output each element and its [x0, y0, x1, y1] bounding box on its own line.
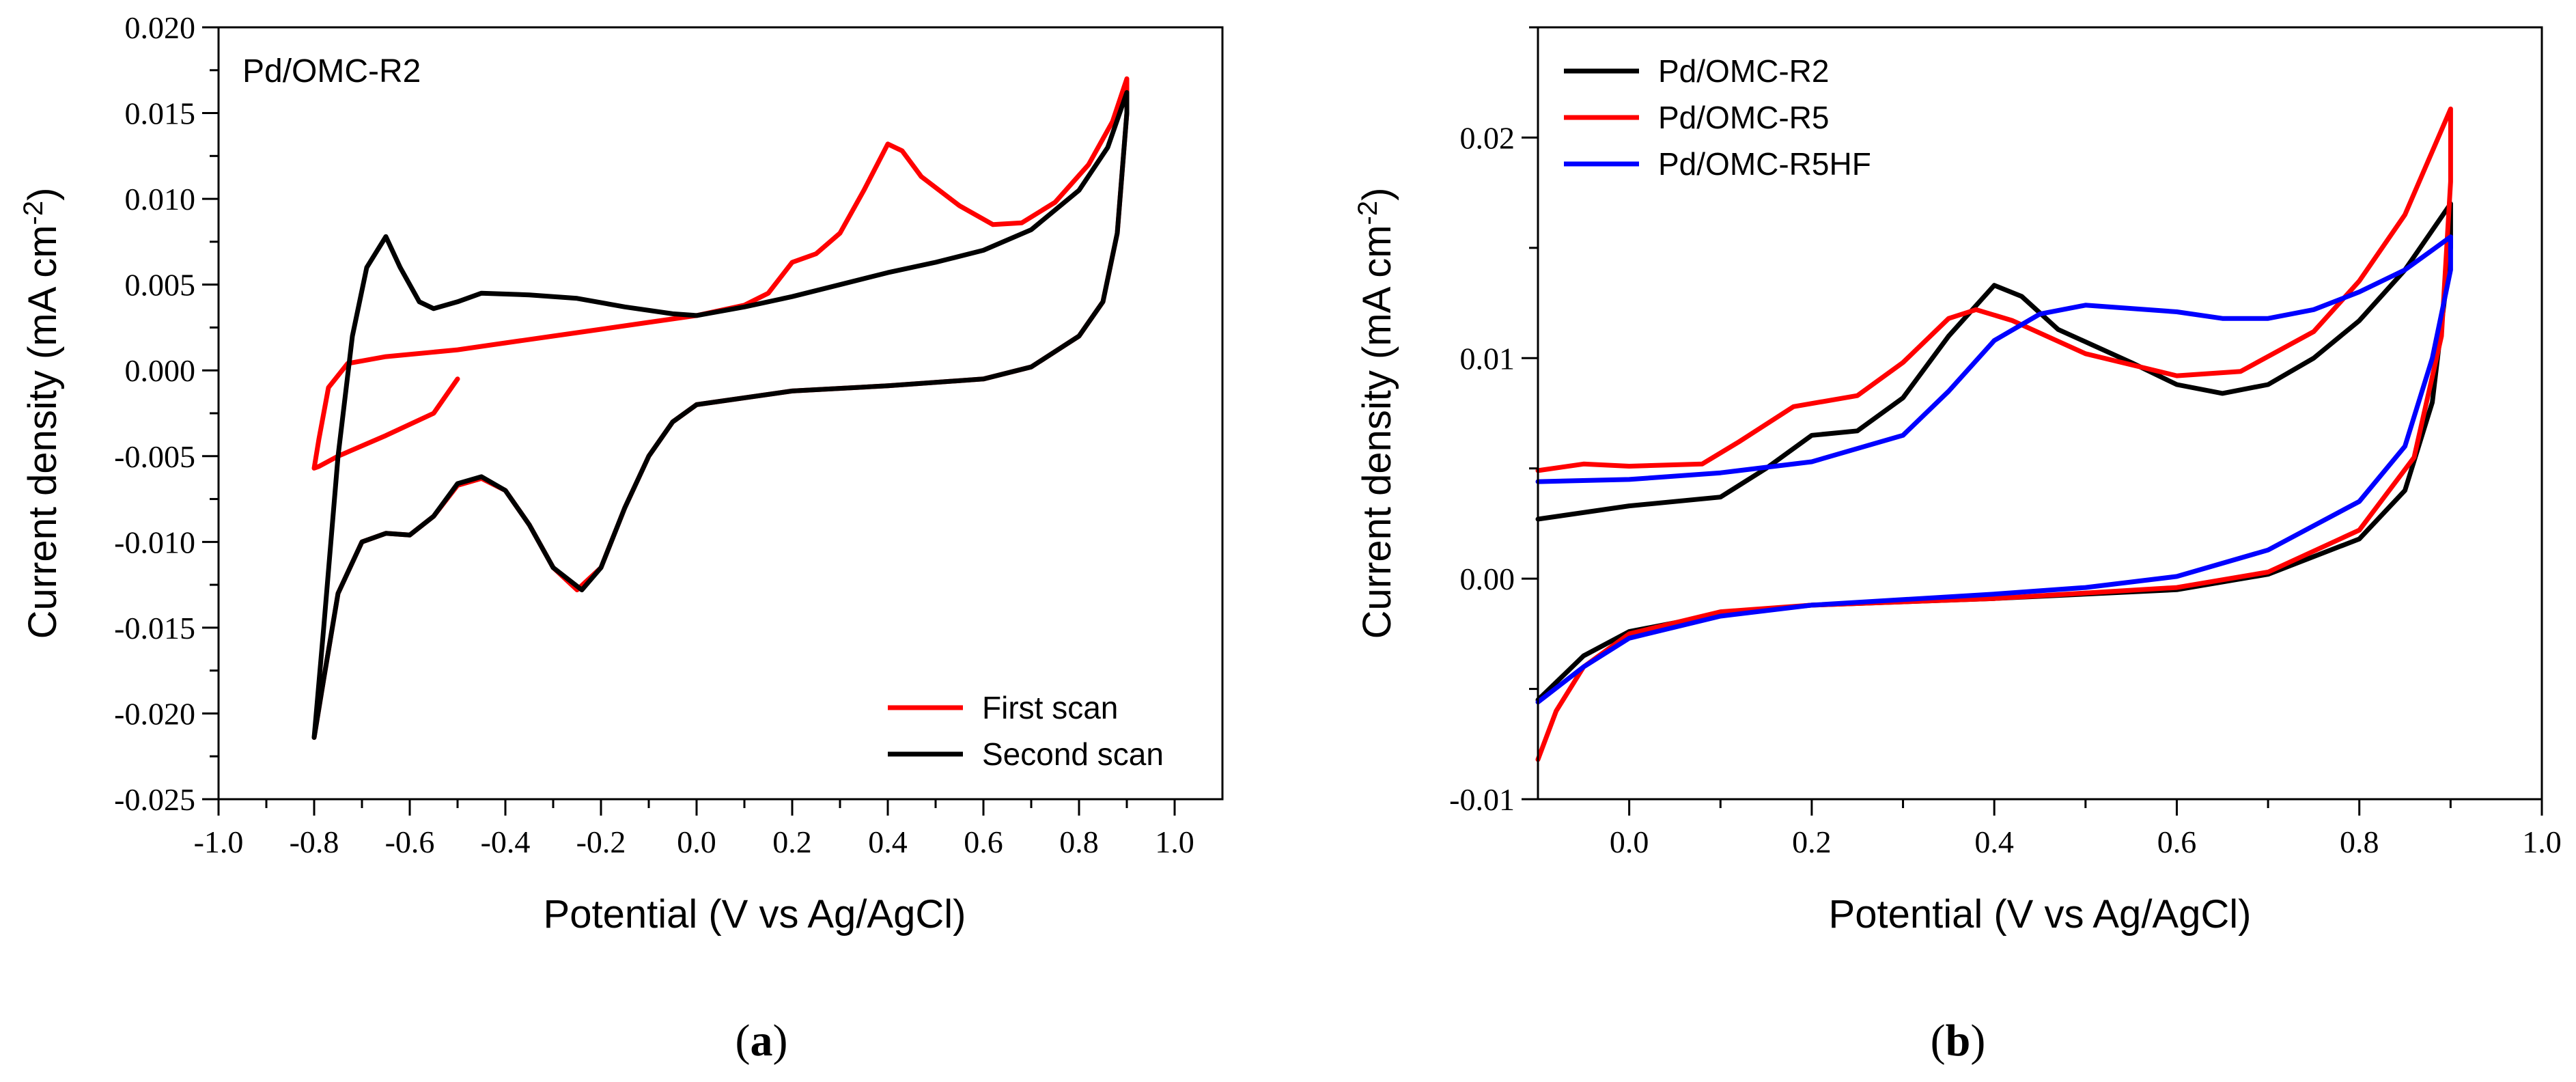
series-line-pd-omc-r5hf: [1535, 234, 2453, 705]
y-tick-label: -0.025: [114, 782, 195, 817]
x-tick-label: -0.6: [385, 824, 435, 859]
y-tick-label: 0.00: [1460, 561, 1515, 596]
y-axis-title: Current density (mA cm-2): [1353, 188, 1399, 639]
y-tick-label: -0.01: [1449, 782, 1515, 817]
x-tick-label: 0.6: [2157, 824, 2197, 859]
x-tick-label: -0.2: [576, 824, 626, 859]
legend-label-pd-omc-r2: Pd/OMC-R2: [1658, 53, 1829, 89]
y-axis-title: Current density (mA cm-2): [18, 188, 65, 639]
x-tick-label: 0.2: [1792, 824, 1832, 859]
y-tick-label: -0.020: [114, 696, 195, 731]
y-tick-label: 0.015: [125, 96, 196, 131]
series-line-second-scan: [311, 89, 1130, 740]
panel-label-b: (b): [1931, 1016, 1986, 1066]
y-tick-label: 0.005: [125, 268, 196, 303]
x-tick-label: 0.0: [1610, 824, 1649, 859]
chart-panel-a: -0.025 -0.020 -0.015 -0.010 -0.005 0.000 0.005…: [18, 10, 1224, 1066]
x-tick-label: -1.0: [194, 824, 244, 859]
y-tick-label: -0.010: [114, 525, 195, 559]
legend-label-first-scan: First scan: [982, 690, 1118, 725]
y-tick-label: 0.000: [125, 353, 196, 388]
sample-annotation: Pd/OMC-R2: [242, 53, 421, 89]
legend-label-second-scan: Second scan: [982, 736, 1164, 772]
legend-label-pd-omc-r5hf: Pd/OMC-R5HF: [1658, 146, 1871, 182]
x-tick-label: 0.8: [1059, 824, 1099, 859]
plot-frame: [217, 26, 1224, 801]
x-tick-label: 0.2: [772, 824, 812, 859]
x-tick-label: 0.8: [2340, 824, 2379, 859]
x-tick-label: 1.0: [2522, 824, 2562, 859]
x-axis-title: Potential (V vs Ag/AgCl): [544, 892, 966, 937]
legend-label-pd-omc-r5: Pd/OMC-R5: [1658, 100, 1829, 135]
legend: Pd/OMC-R2 Pd/OMC-R5 Pd/OMC-R5HF: [1564, 53, 1871, 182]
chart-panel-b: -0.01 0.00 0.01 0.02 0.0 0.2 0.4 0.6 0.8 1.0 Pd/…: [1353, 26, 2562, 1066]
x-axis-title: Potential (V vs Ag/AgCl): [1829, 892, 2252, 937]
x-tick-label: -0.8: [290, 824, 339, 859]
x-tick-label: 1.0: [1155, 824, 1194, 859]
y-tick-label: -0.015: [114, 611, 195, 646]
legend: First scan Second scan: [888, 690, 1164, 772]
panel-label-a: (a): [736, 1016, 788, 1066]
x-tick-label: 0.4: [1974, 824, 2014, 859]
x-tick-label: 0.4: [868, 824, 908, 859]
y-tick-label: -0.005: [114, 439, 195, 474]
y-tick-label: 0.010: [125, 182, 196, 217]
x-tick-label: 0.6: [964, 824, 1003, 859]
plot-frame: [1537, 26, 2543, 801]
x-tick-label: 0.0: [677, 824, 716, 859]
y-tick-label: 0.020: [125, 10, 196, 45]
y-tick-label: 0.01: [1460, 341, 1515, 376]
y-tick-label: 0.02: [1460, 120, 1515, 155]
x-tick-label: -0.4: [481, 824, 531, 859]
